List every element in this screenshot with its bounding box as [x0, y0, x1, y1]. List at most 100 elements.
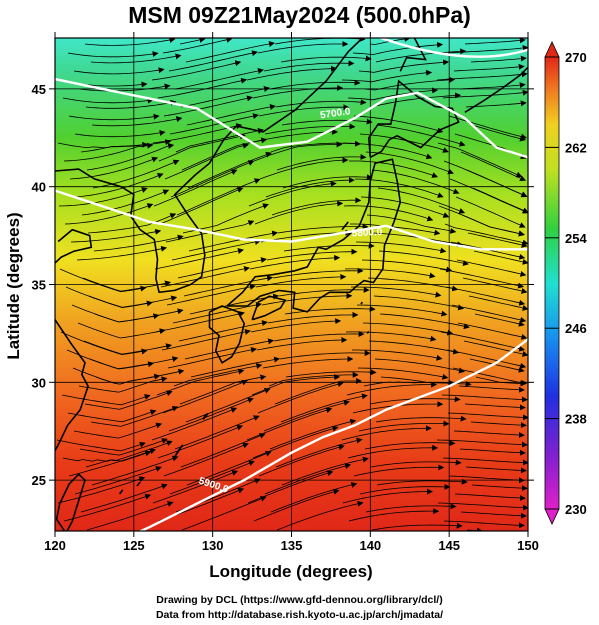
streamline	[68, 448, 156, 477]
streamline	[342, 488, 433, 504]
streamline	[93, 234, 184, 252]
streamline	[152, 470, 239, 504]
x-tick-label: 150	[517, 538, 539, 553]
streamline	[465, 466, 527, 474]
streamline	[173, 363, 263, 387]
streamline	[166, 283, 256, 306]
streamline	[257, 381, 344, 414]
drawing-credit: Drawing by DCL (https://www.gfd-dennou.o…	[156, 594, 443, 606]
streamline	[467, 232, 528, 248]
streamline	[94, 308, 184, 323]
streamline	[59, 268, 147, 293]
streamline	[257, 41, 349, 54]
streamline	[471, 484, 528, 492]
streamline	[270, 482, 358, 513]
streamline	[179, 374, 267, 405]
height-contours	[55, 38, 528, 531]
streamline	[89, 356, 179, 370]
streamline	[446, 349, 527, 369]
streamline	[462, 277, 528, 294]
streamline	[258, 104, 350, 117]
coastline	[55, 228, 93, 264]
coastline	[226, 158, 402, 313]
streamline	[461, 214, 525, 237]
y-axis: 25 30 35 40 45	[32, 82, 534, 488]
x-tick-label: 145	[438, 538, 460, 553]
streamline	[155, 311, 245, 333]
streamline	[280, 55, 372, 63]
colorbar-tick-label: 246	[565, 321, 587, 336]
streamline	[169, 460, 255, 495]
streamline	[56, 439, 146, 452]
streamline	[375, 48, 467, 63]
streamline	[168, 50, 258, 72]
streamline	[80, 483, 168, 513]
streamline	[186, 450, 272, 486]
streamline	[466, 169, 528, 198]
coastline	[55, 38, 363, 294]
streamline	[61, 394, 151, 406]
streamlines	[56, 38, 528, 531]
streamline	[269, 79, 361, 90]
streamline	[74, 466, 162, 495]
colorbar-tick-label: 262	[565, 140, 587, 155]
streamline	[284, 306, 376, 315]
y-tick-label: 35	[32, 278, 46, 293]
streamline	[74, 129, 166, 138]
data-credit: Data from http://database.rish.kyoto-u.a…	[155, 609, 444, 621]
streamline	[356, 304, 448, 317]
coastline	[251, 295, 287, 321]
streamline	[460, 511, 527, 519]
streamline	[458, 385, 525, 393]
streamline	[92, 159, 180, 189]
streamline	[79, 83, 171, 92]
streamline	[283, 242, 375, 252]
y-tick-label: 45	[32, 82, 46, 97]
streamline	[472, 187, 528, 214]
streamline	[265, 177, 355, 198]
streamline	[261, 292, 353, 306]
colorbar: 230 238 246 254 262 270	[544, 41, 587, 525]
streamline	[281, 456, 369, 486]
streamline	[172, 302, 262, 324]
plot-area	[55, 38, 528, 531]
streamline	[366, 214, 457, 234]
streamline	[176, 178, 261, 216]
streamline	[470, 421, 527, 429]
streamline	[455, 196, 526, 228]
y-tick-label: 40	[32, 180, 46, 195]
colorbar-tick-label: 230	[565, 502, 587, 517]
streamline	[151, 407, 238, 441]
x-tick-label: 140	[359, 538, 381, 553]
streamline	[454, 493, 526, 501]
streamline	[358, 420, 450, 432]
streamline	[442, 457, 528, 466]
streamline	[444, 223, 528, 246]
streamline	[347, 444, 439, 459]
streamline	[271, 197, 362, 216]
streamline	[90, 405, 179, 427]
graticule	[55, 38, 528, 531]
streamline	[365, 503, 457, 513]
streamline	[347, 87, 439, 101]
streamline	[348, 508, 440, 522]
streamline	[78, 376, 168, 393]
streamline	[280, 393, 368, 423]
streamline	[355, 241, 447, 254]
streamline	[368, 340, 460, 355]
streamline	[470, 55, 527, 63]
streamline	[90, 53, 182, 64]
streamline	[63, 142, 154, 162]
streamline	[160, 265, 250, 288]
streamline	[276, 500, 364, 531]
streamline	[364, 440, 456, 450]
streamline	[353, 464, 445, 477]
streamline	[189, 293, 280, 315]
coastline	[55, 319, 89, 452]
streamline	[275, 99, 367, 108]
streamline	[378, 250, 469, 267]
streamline	[474, 313, 525, 327]
colorbar-tick-label: 254	[565, 231, 587, 246]
streamline	[91, 116, 183, 127]
streamline	[445, 286, 526, 306]
